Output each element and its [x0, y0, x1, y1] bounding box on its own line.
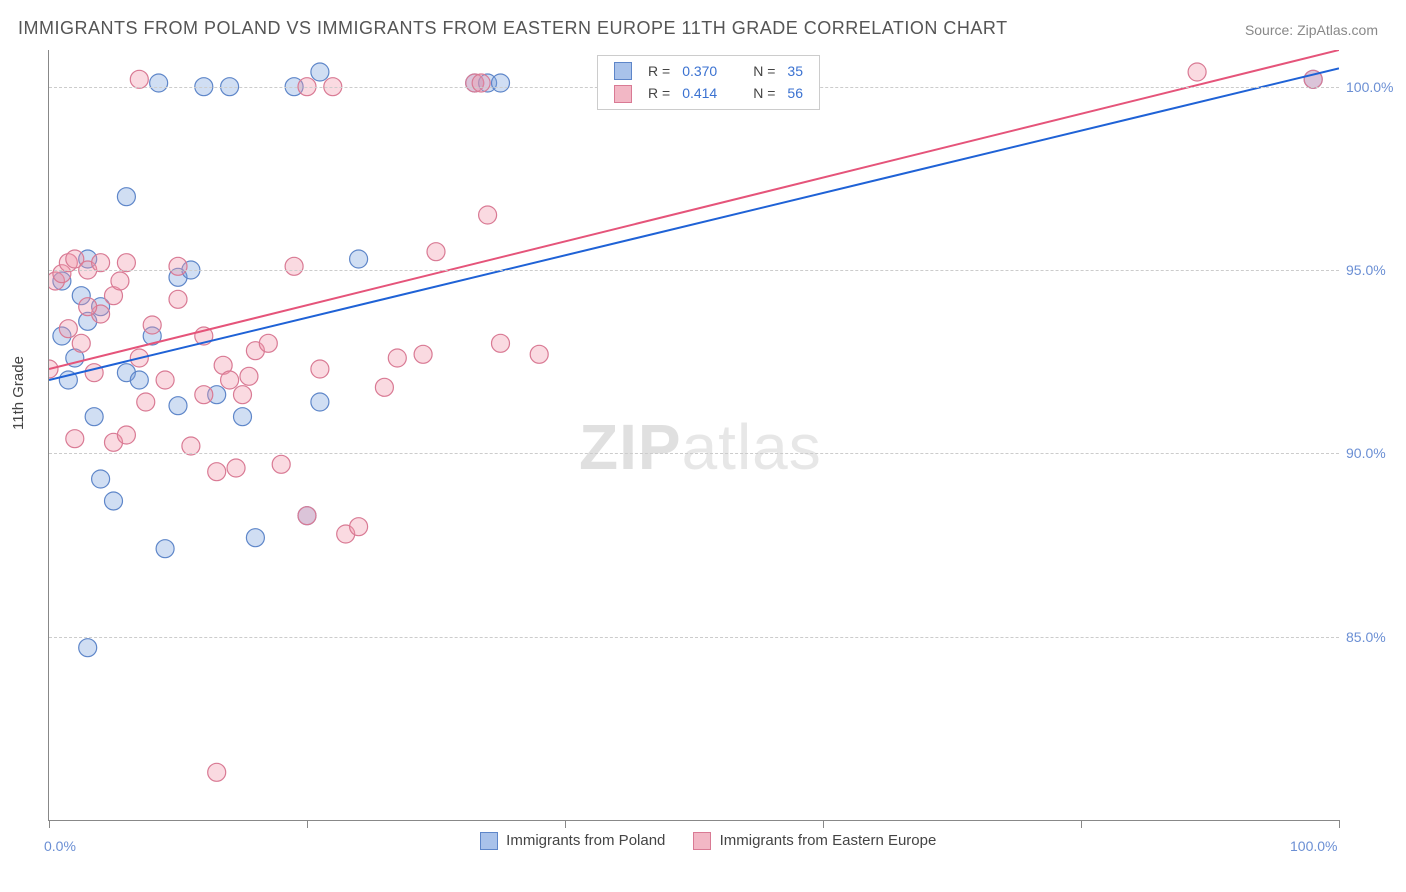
legend-r-value: 0.414 — [676, 82, 723, 104]
y-tick-label: 90.0% — [1346, 445, 1386, 461]
data-point-eastern — [414, 345, 432, 363]
y-tick-label: 95.0% — [1346, 262, 1386, 278]
x-tick — [49, 820, 50, 828]
data-point-eastern — [530, 345, 548, 363]
data-point-poland — [85, 408, 103, 426]
chart-svg — [49, 50, 1339, 820]
x-tick — [823, 820, 824, 828]
data-point-eastern — [234, 386, 252, 404]
data-point-eastern — [130, 70, 148, 88]
legend-row-eastern: R =0.414 N =56 — [608, 82, 809, 104]
trend-line-poland — [49, 68, 1339, 380]
source-prefix: Source: — [1245, 22, 1297, 38]
data-point-eastern — [117, 254, 135, 272]
data-point-eastern — [259, 334, 277, 352]
data-point-eastern — [169, 257, 187, 275]
data-point-poland — [92, 470, 110, 488]
gridline — [49, 637, 1339, 638]
legend-swatch — [693, 832, 711, 850]
data-point-eastern — [208, 463, 226, 481]
data-point-eastern — [285, 257, 303, 275]
data-point-eastern — [156, 371, 174, 389]
y-tick-label: 100.0% — [1346, 79, 1393, 95]
legend-n-value: 35 — [781, 60, 809, 82]
x-tick — [565, 820, 566, 828]
legend-swatch — [614, 62, 632, 80]
y-axis-title: 11th Grade — [10, 356, 27, 430]
legend-swatch — [480, 832, 498, 850]
data-point-eastern — [117, 426, 135, 444]
data-point-eastern — [427, 243, 445, 261]
data-point-eastern — [59, 320, 77, 338]
data-point-eastern — [375, 378, 393, 396]
data-point-eastern — [479, 206, 497, 224]
data-point-eastern — [92, 254, 110, 272]
legend-label: Immigrants from Eastern Europe — [720, 832, 937, 849]
data-point-eastern — [169, 290, 187, 308]
legend-r-label: R = — [642, 60, 676, 82]
data-point-poland — [311, 63, 329, 81]
data-point-eastern — [195, 386, 213, 404]
legend-row-poland: R =0.370 N =35 — [608, 60, 809, 82]
source-link[interactable]: ZipAtlas.com — [1297, 22, 1378, 38]
x-tick — [307, 820, 308, 828]
gridline — [49, 453, 1339, 454]
data-point-poland — [169, 397, 187, 415]
data-point-eastern — [311, 360, 329, 378]
x-tick — [1081, 820, 1082, 828]
data-point-eastern — [472, 74, 490, 92]
data-point-eastern — [1188, 63, 1206, 81]
data-point-eastern — [350, 518, 368, 536]
data-point-poland — [246, 529, 264, 547]
legend-label: Immigrants from Poland — [506, 832, 665, 849]
data-point-poland — [150, 74, 168, 92]
data-point-eastern — [227, 459, 245, 477]
gridline — [49, 270, 1339, 271]
data-point-poland — [105, 492, 123, 510]
legend-correlation: R =0.370 N =35 R =0.414 N =56 — [597, 55, 820, 110]
data-point-eastern — [137, 393, 155, 411]
data-point-poland — [350, 250, 368, 268]
page-title: IMMIGRANTS FROM POLAND VS IMMIGRANTS FRO… — [18, 18, 1008, 39]
legend-n-label: N = — [747, 82, 781, 104]
plot-area: ZIPatlas R =0.370N =35R =0.414N =56 — [48, 50, 1339, 821]
data-point-poland — [234, 408, 252, 426]
data-point-eastern — [388, 349, 406, 367]
data-point-eastern — [492, 334, 510, 352]
legend-table: R =0.370 N =35 R =0.414 N =56 — [608, 60, 809, 105]
x-tick-label: 0.0% — [44, 838, 76, 854]
legend-n-value: 56 — [781, 82, 809, 104]
legend-item-poland: Immigrants from Poland — [480, 832, 665, 850]
data-point-poland — [117, 188, 135, 206]
data-point-eastern — [79, 298, 97, 316]
legend-swatch — [614, 85, 632, 103]
data-point-poland — [492, 74, 510, 92]
data-point-eastern — [272, 455, 290, 473]
legend-n-label: N = — [747, 60, 781, 82]
legend-item-eastern: Immigrants from Eastern Europe — [693, 832, 936, 850]
data-point-poland — [130, 371, 148, 389]
x-tick — [1339, 820, 1340, 828]
data-point-eastern — [111, 272, 129, 290]
data-point-eastern — [85, 364, 103, 382]
data-point-poland — [79, 639, 97, 657]
data-point-poland — [311, 393, 329, 411]
data-point-eastern — [143, 316, 161, 334]
source-credit: Source: ZipAtlas.com — [1245, 22, 1378, 38]
data-point-eastern — [221, 371, 239, 389]
data-point-eastern — [182, 437, 200, 455]
legend-r-label: R = — [642, 82, 676, 104]
x-tick-label: 100.0% — [1290, 838, 1337, 854]
data-point-eastern — [240, 367, 258, 385]
data-point-poland — [156, 540, 174, 558]
legend-r-value: 0.370 — [676, 60, 723, 82]
y-tick-label: 85.0% — [1346, 629, 1386, 645]
data-point-eastern — [72, 334, 90, 352]
data-point-eastern — [66, 430, 84, 448]
data-point-eastern — [298, 507, 316, 525]
legend-series: Immigrants from Poland Immigrants from E… — [466, 832, 950, 850]
data-point-eastern — [208, 763, 226, 781]
